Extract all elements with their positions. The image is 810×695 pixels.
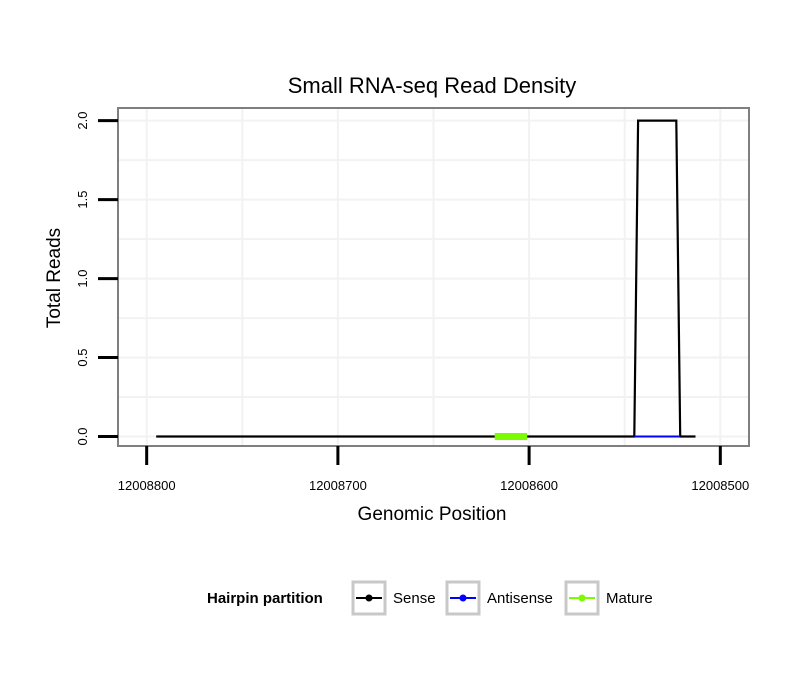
legend-title: Hairpin partition [207,590,323,607]
legend-label-sense: Sense [393,590,436,607]
x-axis-title: Genomic Position [358,504,507,525]
legend-label-mature: Mature [606,590,653,607]
y-axis-title: Total Reads [44,228,65,328]
y-tick-label: 2.0 [75,112,90,130]
legend-label-antisense: Antisense [487,590,553,607]
chart-title: Small RNA-seq Read Density [288,73,577,98]
series-layer [156,119,696,440]
x-tick-label: 12008600 [500,478,558,493]
x-tick-label: 12008800 [118,478,176,493]
x-axis: 12008800 12008700 12008600 12008500 [118,446,749,493]
y-tick-label: 1.0 [75,270,90,288]
series-line-sense [156,119,696,438]
plot-border [117,107,750,447]
x-tick-label: 12008500 [691,478,749,493]
y-tick-label: 1.5 [75,191,90,209]
y-axis: 0.0 0.5 1.0 1.5 2.0 [75,112,118,446]
legend-key-point [459,594,467,602]
y-tick-label: 0.0 [75,427,90,445]
y-tick-label: 0.5 [75,349,90,367]
legend-key-point [578,594,586,602]
legend-key-point [365,594,373,602]
x-tick-label: 12008700 [309,478,367,493]
legend: Hairpin partition Sense Antisense Mature [207,580,653,616]
